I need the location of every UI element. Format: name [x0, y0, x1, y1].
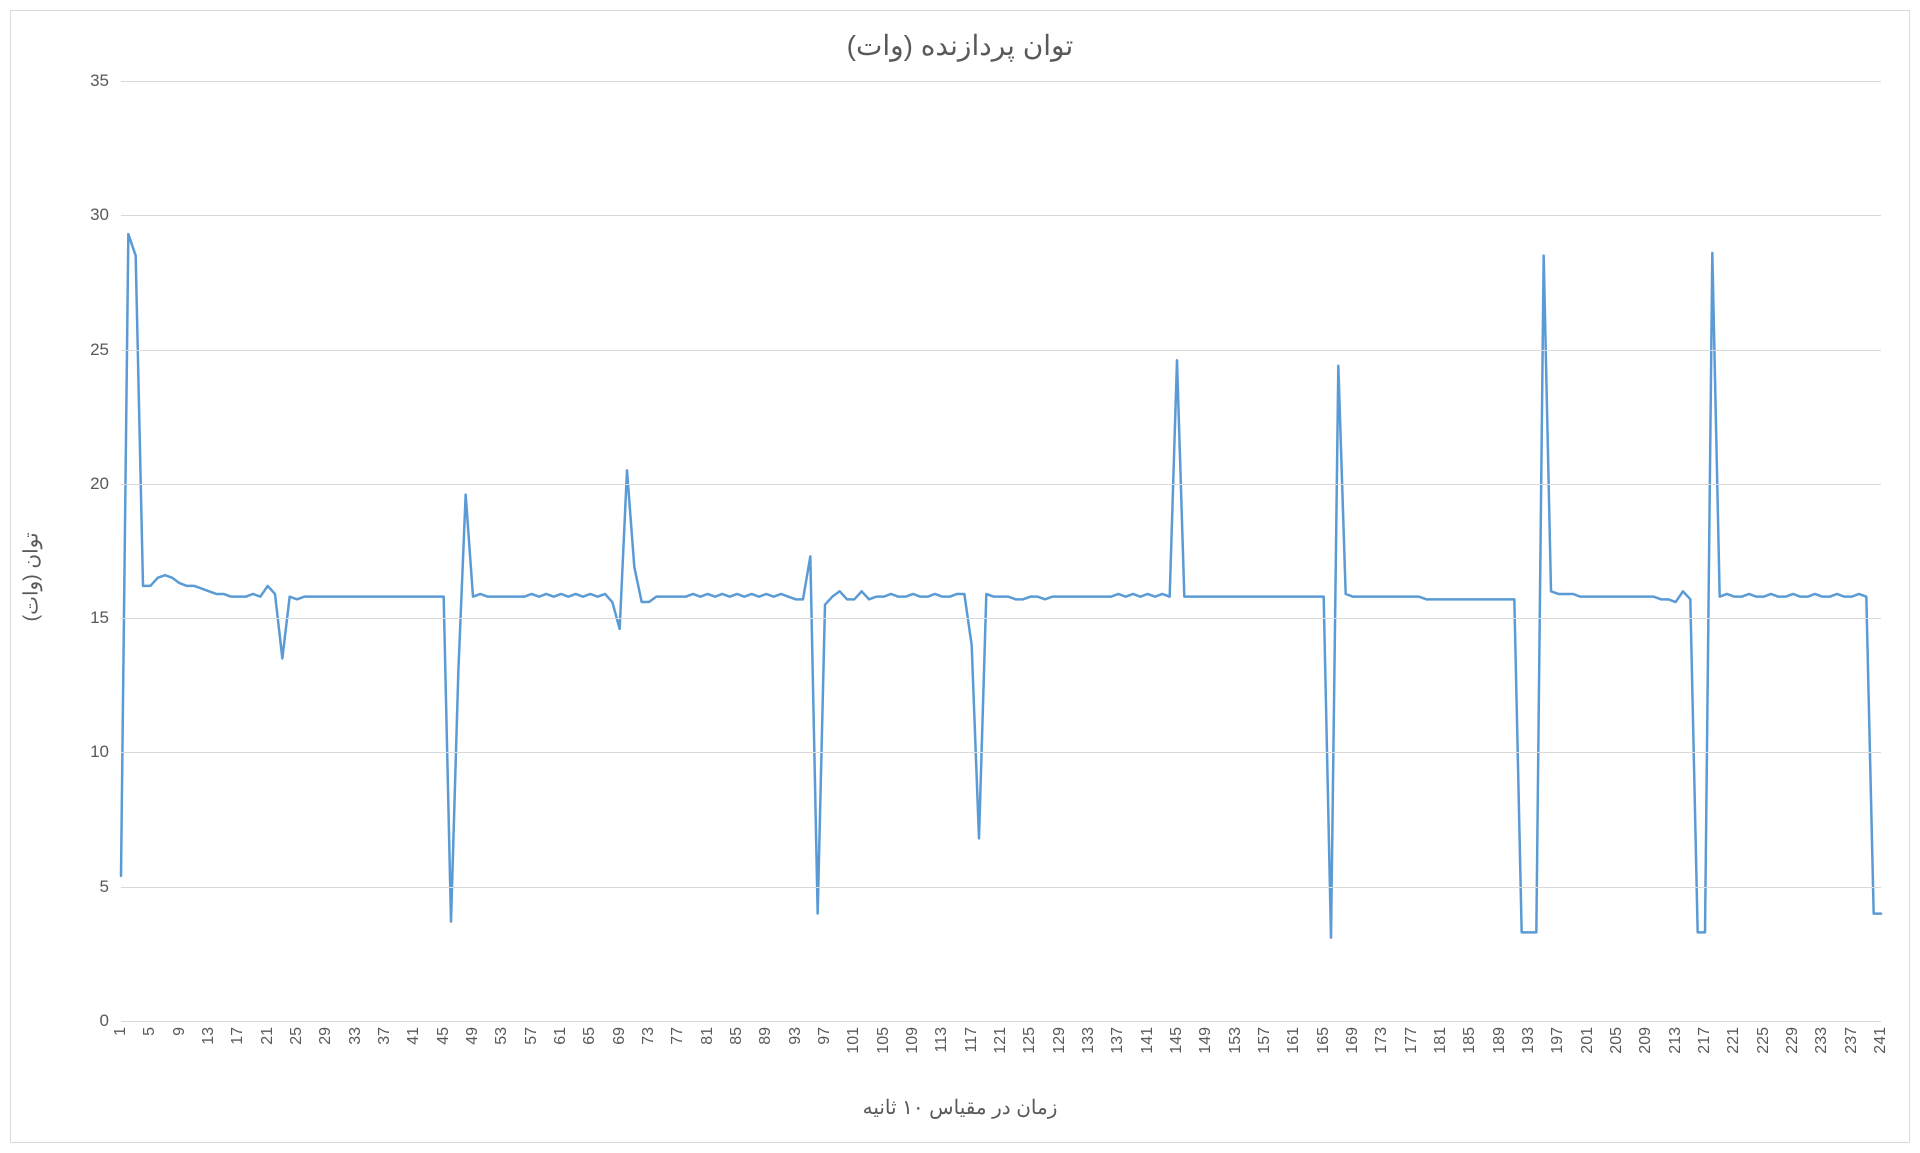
x-tick-label: 129 — [1051, 1027, 1069, 1054]
x-tick-label: 5 — [141, 1027, 159, 1036]
x-tick-label: 121 — [992, 1027, 1010, 1054]
x-tick-label: 153 — [1227, 1027, 1245, 1054]
x-tick-label: 229 — [1784, 1027, 1802, 1054]
x-tick-label: 97 — [816, 1027, 834, 1045]
x-tick-label: 33 — [347, 1027, 365, 1045]
x-tick-label: 13 — [200, 1027, 218, 1045]
plot-area — [121, 81, 1881, 1021]
gridline — [121, 350, 1881, 351]
gridline — [121, 215, 1881, 216]
y-tick-label: 0 — [59, 1011, 109, 1031]
x-tick-label: 49 — [464, 1027, 482, 1045]
x-tick-label: 165 — [1315, 1027, 1333, 1054]
x-tick-label: 205 — [1608, 1027, 1626, 1054]
chart-title: توان پردازنده (وات) — [11, 29, 1909, 62]
x-tick-label: 149 — [1197, 1027, 1215, 1054]
x-tick-label: 197 — [1549, 1027, 1567, 1054]
power-line-series — [121, 234, 1881, 938]
x-tick-label: 25 — [288, 1027, 306, 1045]
x-tick-label: 29 — [317, 1027, 335, 1045]
x-tick-label: 133 — [1080, 1027, 1098, 1054]
x-tick-label: 241 — [1872, 1027, 1890, 1054]
x-tick-label: 45 — [435, 1027, 453, 1045]
x-tick-label: 1 — [112, 1027, 130, 1036]
x-tick-label: 201 — [1579, 1027, 1597, 1054]
x-tick-label: 61 — [552, 1027, 570, 1045]
x-tick-label: 73 — [640, 1027, 658, 1045]
x-tick-label: 57 — [523, 1027, 541, 1045]
y-axis-title: توان (وات) — [19, 532, 44, 621]
x-tick-label: 17 — [229, 1027, 247, 1045]
gridline — [121, 1021, 1881, 1022]
x-tick-label: 109 — [904, 1027, 922, 1054]
y-tick-label: 35 — [59, 71, 109, 91]
gridline — [121, 618, 1881, 619]
gridline — [121, 81, 1881, 82]
y-tick-label: 30 — [59, 205, 109, 225]
x-tick-label: 189 — [1491, 1027, 1509, 1054]
x-tick-label: 169 — [1344, 1027, 1362, 1054]
gridline — [121, 887, 1881, 888]
x-tick-label: 41 — [405, 1027, 423, 1045]
x-tick-label: 69 — [611, 1027, 629, 1045]
x-tick-label: 53 — [493, 1027, 511, 1045]
x-tick-label: 137 — [1109, 1027, 1127, 1054]
y-tick-label: 15 — [59, 608, 109, 628]
x-tick-label: 177 — [1403, 1027, 1421, 1054]
x-tick-label: 209 — [1637, 1027, 1655, 1054]
gridline — [121, 752, 1881, 753]
x-tick-label: 237 — [1843, 1027, 1861, 1054]
line-series — [121, 81, 1881, 1021]
x-tick-label: 161 — [1285, 1027, 1303, 1054]
x-tick-label: 213 — [1667, 1027, 1685, 1054]
x-tick-label: 81 — [699, 1027, 717, 1045]
y-tick-label: 10 — [59, 742, 109, 762]
x-tick-label: 225 — [1755, 1027, 1773, 1054]
gridline — [121, 484, 1881, 485]
x-tick-label: 125 — [1021, 1027, 1039, 1054]
y-tick-label: 25 — [59, 340, 109, 360]
x-tick-label: 185 — [1461, 1027, 1479, 1054]
x-tick-label: 221 — [1725, 1027, 1743, 1054]
x-tick-label: 117 — [963, 1027, 981, 1053]
x-tick-label: 193 — [1520, 1027, 1538, 1054]
x-tick-label: 113 — [933, 1027, 951, 1053]
x-tick-label: 217 — [1696, 1027, 1714, 1054]
y-tick-label: 20 — [59, 474, 109, 494]
x-tick-label: 141 — [1139, 1027, 1157, 1054]
x-tick-label: 65 — [581, 1027, 599, 1045]
x-tick-label: 89 — [757, 1027, 775, 1045]
x-tick-label: 157 — [1256, 1027, 1274, 1054]
x-tick-label: 85 — [728, 1027, 746, 1045]
x-tick-label: 145 — [1168, 1027, 1186, 1054]
x-tick-label: 37 — [376, 1027, 394, 1045]
y-tick-label: 5 — [59, 877, 109, 897]
x-tick-label: 233 — [1813, 1027, 1831, 1054]
x-tick-label: 21 — [259, 1027, 277, 1045]
x-tick-label: 93 — [787, 1027, 805, 1045]
x-tick-label: 181 — [1432, 1027, 1450, 1054]
x-tick-label: 105 — [875, 1027, 893, 1054]
x-tick-label: 9 — [171, 1027, 189, 1036]
chart-container: توان پردازنده (وات) توان (وات) زمان در م… — [10, 10, 1910, 1143]
x-axis-title: زمان در مقیاس ۱۰ ثانیه — [11, 1095, 1909, 1120]
x-tick-label: 77 — [669, 1027, 687, 1045]
x-tick-label: 101 — [845, 1027, 863, 1054]
x-tick-label: 173 — [1373, 1027, 1391, 1054]
